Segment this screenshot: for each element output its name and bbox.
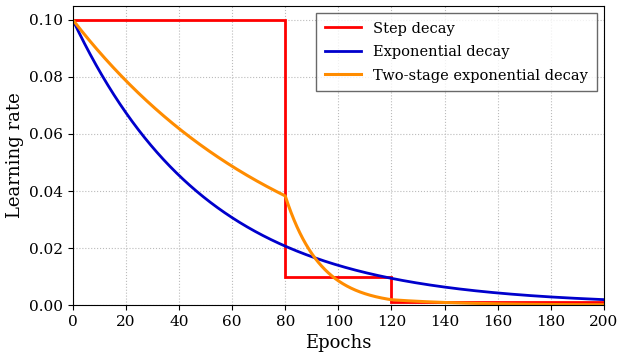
Step decay — [600, 300, 608, 304]
Two-stage exponential decay — [600, 303, 608, 307]
Legend: Step decay, Exponential decay, Two-stage exponential decay: Step decay, Exponential decay, Two-stage… — [316, 13, 597, 91]
Exponential decay — [69, 18, 77, 22]
Two-stage exponential decay — [144, 100, 151, 104]
Two-stage exponential decay — [336, 280, 344, 284]
Step decay — [69, 18, 77, 22]
Step decay — [281, 18, 289, 22]
Two-stage exponential decay — [175, 126, 182, 130]
Two-stage exponential decay — [301, 240, 308, 244]
Two-stage exponential decay — [431, 300, 438, 304]
X-axis label: Epochs: Epochs — [305, 334, 371, 352]
Exponential decay — [301, 252, 308, 256]
Step decay — [388, 300, 395, 304]
Two-stage exponential decay — [69, 18, 77, 22]
Y-axis label: Learning rate: Learning rate — [6, 92, 24, 218]
Exponential decay — [295, 250, 303, 254]
Exponential decay — [431, 284, 438, 288]
Two-stage exponential decay — [295, 228, 303, 233]
Exponential decay — [600, 297, 608, 302]
Exponential decay — [336, 264, 344, 268]
Step decay — [388, 275, 395, 279]
Step decay — [281, 275, 289, 279]
Line: Two-stage exponential decay: Two-stage exponential decay — [73, 20, 604, 305]
Exponential decay — [175, 173, 182, 177]
Exponential decay — [144, 139, 151, 144]
Line: Exponential decay: Exponential decay — [73, 20, 604, 300]
Line: Step decay: Step decay — [73, 20, 604, 302]
